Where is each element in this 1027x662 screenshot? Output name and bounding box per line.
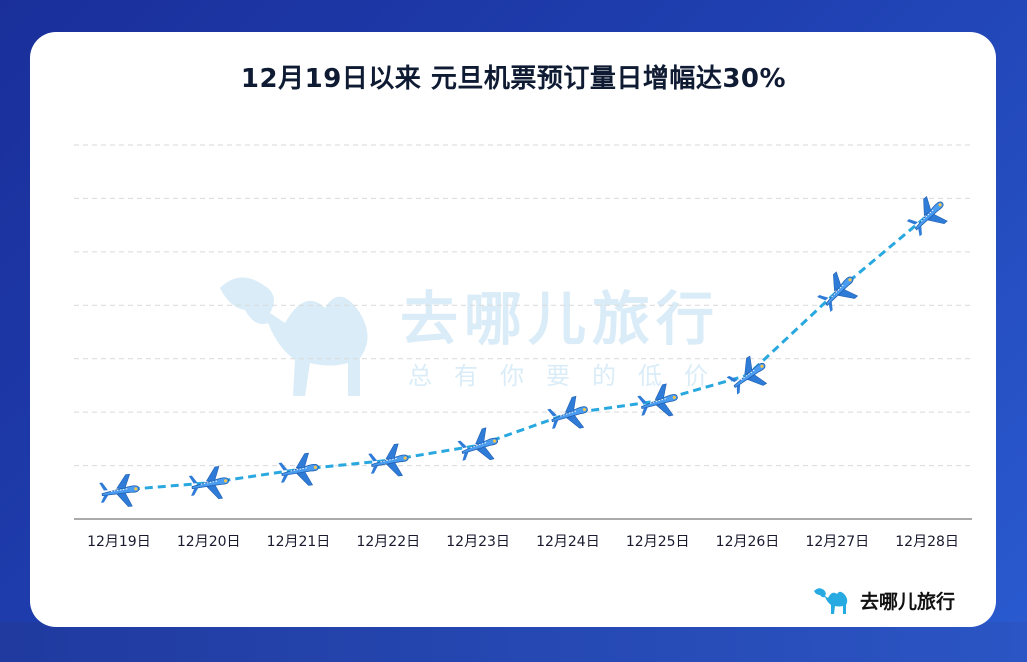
series-line [118, 214, 929, 492]
x-tick-label: 12月21日 [267, 534, 331, 550]
brand-logo: 去哪儿旅行 [812, 583, 955, 617]
chart-title: 12月19日以来 元旦机票预订量日增幅达30% [240, 64, 787, 94]
x-tick-label: 12月25日 [626, 534, 690, 550]
x-tick-label: 12月24日 [536, 534, 600, 550]
x-tick-label: 12月27日 [805, 534, 869, 550]
x-tick-label: 12月19日 [87, 534, 151, 550]
airplane-icon [635, 381, 682, 423]
airplane-icon [98, 473, 141, 510]
x-tick-label: 12月22日 [356, 534, 420, 550]
x-tick-label: 12月28日 [895, 534, 959, 550]
airplane-icon [812, 266, 865, 317]
x-tick-label: 12月20日 [177, 534, 241, 550]
brand-text: 去哪儿旅行 [860, 590, 956, 613]
chart-card [30, 32, 996, 627]
airplane-icon [902, 190, 954, 242]
background-band [0, 622, 1027, 662]
airplane-icon [545, 393, 592, 436]
x-tick-label: 12月26日 [716, 534, 780, 550]
airplane-icon [187, 465, 232, 503]
airplane-icon [277, 451, 321, 490]
airplane-icon [455, 425, 503, 468]
x-tick-label: 12月23日 [446, 534, 510, 550]
airplane-icon [366, 442, 411, 481]
camel-icon [814, 588, 848, 614]
